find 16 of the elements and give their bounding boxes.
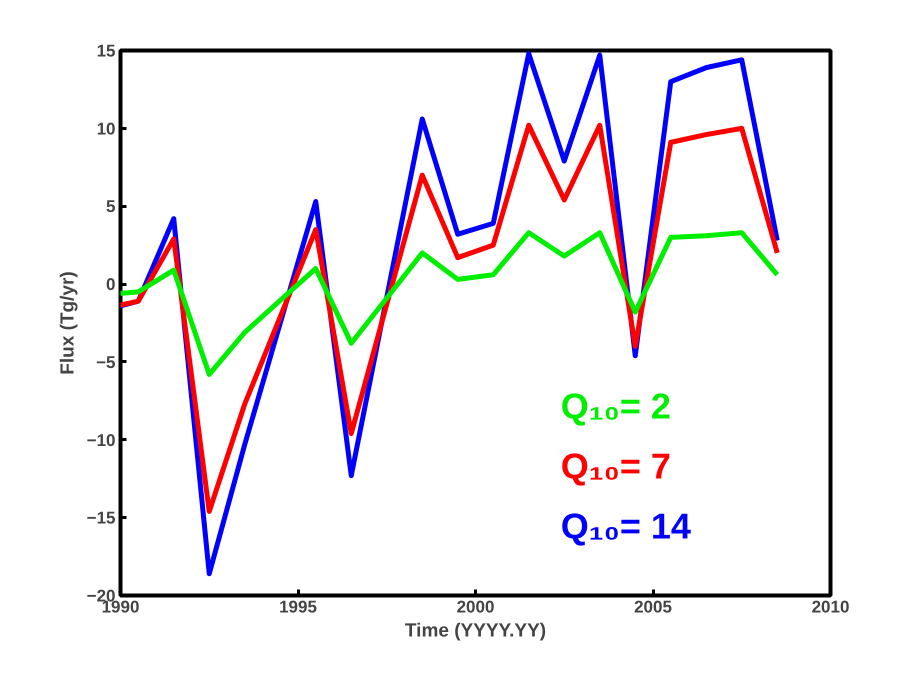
- y-tick-label: 10: [96, 119, 116, 138]
- x-tick-label: 2005: [634, 598, 672, 616]
- y-tick-label: 5: [106, 197, 116, 216]
- text: Q₁₀= 2: [560, 386, 671, 427]
- text: Q₁₀= 14: [560, 505, 691, 546]
- y-tick-label: −10: [86, 430, 116, 450]
- x-tick-label: 2000: [456, 598, 494, 616]
- x-axis-title: Time (YYYY.YY): [404, 620, 546, 642]
- text: Q₁₀= 7: [560, 446, 671, 486]
- y-tick-label: −5: [96, 352, 116, 372]
- y-tick-label: 15: [96, 42, 116, 60]
- y-tick-label: −15: [86, 508, 116, 528]
- y-tick-label: 0: [106, 275, 116, 294]
- x-tick-label: 2010: [812, 598, 850, 616]
- x-tick-label: 1995: [279, 598, 317, 616]
- y-axis-title: Flux (Tg/yr): [58, 271, 79, 375]
